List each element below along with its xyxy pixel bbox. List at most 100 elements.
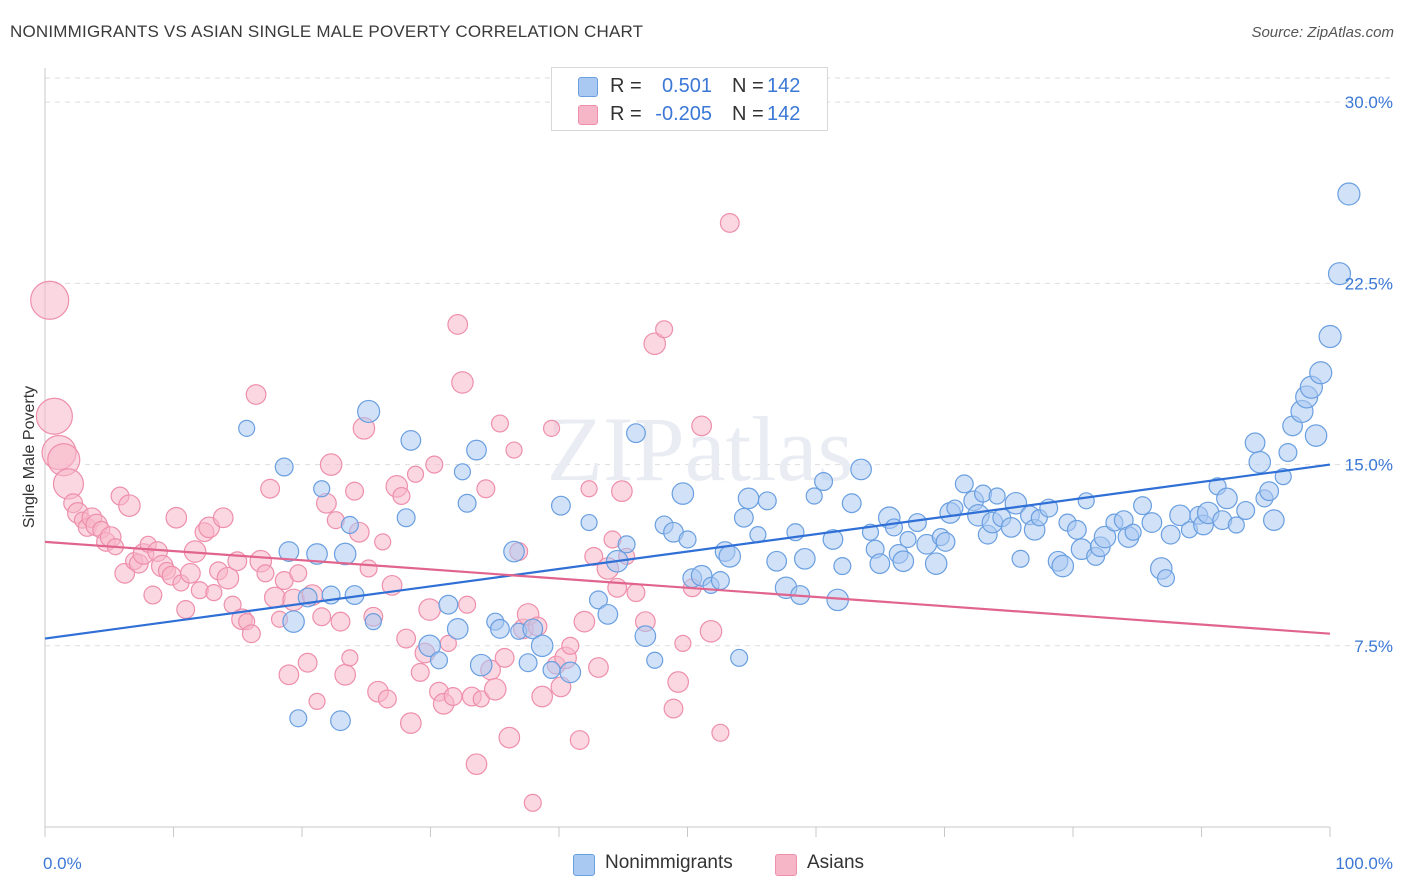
nonimmigrants-point: [718, 545, 742, 568]
asians-point: [176, 600, 196, 620]
nonimmigrants-point: [757, 491, 777, 511]
nonimmigrants-point: [678, 530, 697, 549]
legend-stats: R = 0.501 N = 142 R = -0.205 N = 142: [551, 67, 828, 131]
asians-point: [392, 486, 411, 506]
nonimmigrants-point: [1133, 496, 1153, 516]
nonimmigrants-point: [1156, 569, 1176, 588]
asians-point: [494, 647, 515, 668]
nonimmigrants-point: [522, 618, 544, 640]
asians-point: [330, 611, 351, 632]
nonimmigrants-point: [1337, 182, 1361, 206]
asians-point: [118, 494, 141, 517]
asians-point: [260, 478, 281, 499]
r-label: R =: [610, 75, 642, 97]
nonimmigrants-point: [333, 542, 357, 566]
asians-point: [319, 453, 343, 476]
asians-point: [263, 586, 286, 609]
asians-point: [377, 689, 397, 709]
nonimmigrants-point: [340, 515, 359, 535]
nonimmigrants-point: [617, 535, 636, 554]
asians-point: [312, 607, 332, 627]
asians-point: [523, 793, 542, 812]
nonimmigrants-point: [814, 471, 834, 491]
x-tick-label: 100.0%: [1335, 854, 1393, 873]
nonimmigrants-point: [730, 648, 749, 667]
asians-point: [663, 698, 684, 719]
nonimmigrants-point: [1244, 432, 1266, 454]
r-label: R =: [610, 103, 642, 125]
nonimmigrants-point: [559, 661, 582, 684]
nonimmigrants-point: [646, 651, 664, 669]
nonimmigrants-point: [597, 603, 619, 625]
nonimmigrants-point: [1259, 481, 1280, 502]
asians-point: [483, 677, 507, 701]
legend-label: Asians: [807, 852, 865, 873]
nonimmigrants-point: [822, 529, 844, 550]
nonimmigrants-swatch: [578, 77, 598, 97]
nonimmigrants-point: [1160, 524, 1181, 545]
asians-point: [451, 371, 474, 394]
asians-point: [241, 624, 261, 644]
nonimmigrants-point: [737, 487, 760, 510]
nonimmigrants-point: [438, 594, 459, 615]
legend-label: Nonimmigrants: [605, 852, 733, 873]
nonimmigrants-point: [1236, 500, 1256, 520]
asians-point: [143, 585, 163, 605]
asians-point: [655, 320, 674, 339]
nonimmigrants-trendline: [44, 463, 1331, 640]
asians-point: [30, 280, 70, 320]
asians-swatch: [578, 105, 598, 125]
nonimmigrants-point: [634, 625, 657, 647]
legend-row-asians: R = -0.205 N = 142: [552, 101, 827, 129]
nonimmigrants-point: [1327, 262, 1352, 286]
asians-point: [476, 479, 496, 499]
nonimmigrants-point: [626, 423, 646, 444]
nonimmigrants-point: [530, 634, 554, 658]
asians-point: [52, 468, 85, 500]
asians-point: [359, 559, 378, 578]
nonimmigrants-point: [841, 493, 862, 514]
nonimmigrants-point: [289, 709, 308, 728]
nonimmigrants-legend-swatch: [573, 854, 595, 876]
asians-point: [580, 480, 598, 498]
nonimmigrants-point: [954, 474, 974, 494]
source-label: Source: ZipAtlas.com: [1251, 24, 1394, 41]
asians-point: [374, 533, 392, 551]
asians-point: [245, 384, 267, 405]
nonimmigrants-point: [935, 531, 956, 552]
asians-point: [458, 595, 477, 614]
asians-point: [542, 419, 561, 437]
y-tick-label: 22.5%: [1345, 274, 1393, 293]
nonimmigrants-point: [766, 550, 788, 572]
nonimmigrants-point: [1304, 424, 1328, 447]
nonimmigrants-point: [899, 530, 917, 549]
asians-point: [425, 455, 444, 474]
r-value: -0.205: [655, 103, 712, 125]
nonimmigrants-point: [1227, 516, 1245, 534]
nonimmigrants-point: [330, 710, 351, 732]
asians-point: [256, 564, 275, 583]
asians-point: [179, 562, 201, 584]
asians-point: [674, 634, 692, 652]
nonimmigrants-point: [490, 618, 510, 639]
n-label: N =: [732, 75, 764, 97]
asians-point: [278, 664, 300, 686]
nonimmigrants-point: [924, 552, 948, 575]
nonimmigrants-point: [357, 399, 381, 424]
asians-point: [406, 465, 425, 483]
nonimmigrants-point: [869, 553, 891, 575]
asians-point: [490, 414, 510, 433]
asians-point: [573, 610, 596, 633]
y-tick-label: 30.0%: [1345, 93, 1393, 112]
y-tick-label: 15.0%: [1345, 456, 1393, 475]
nonimmigrants-point: [1274, 468, 1292, 486]
nonimmigrants-point: [396, 508, 416, 528]
asians-point: [410, 662, 430, 682]
nonimmigrants-point: [429, 651, 449, 670]
n-label: N =: [732, 103, 764, 125]
asians-point: [531, 685, 554, 708]
asians-point: [691, 415, 713, 437]
nonimmigrants-point: [453, 463, 472, 481]
nonimmigrants-point: [418, 634, 441, 658]
